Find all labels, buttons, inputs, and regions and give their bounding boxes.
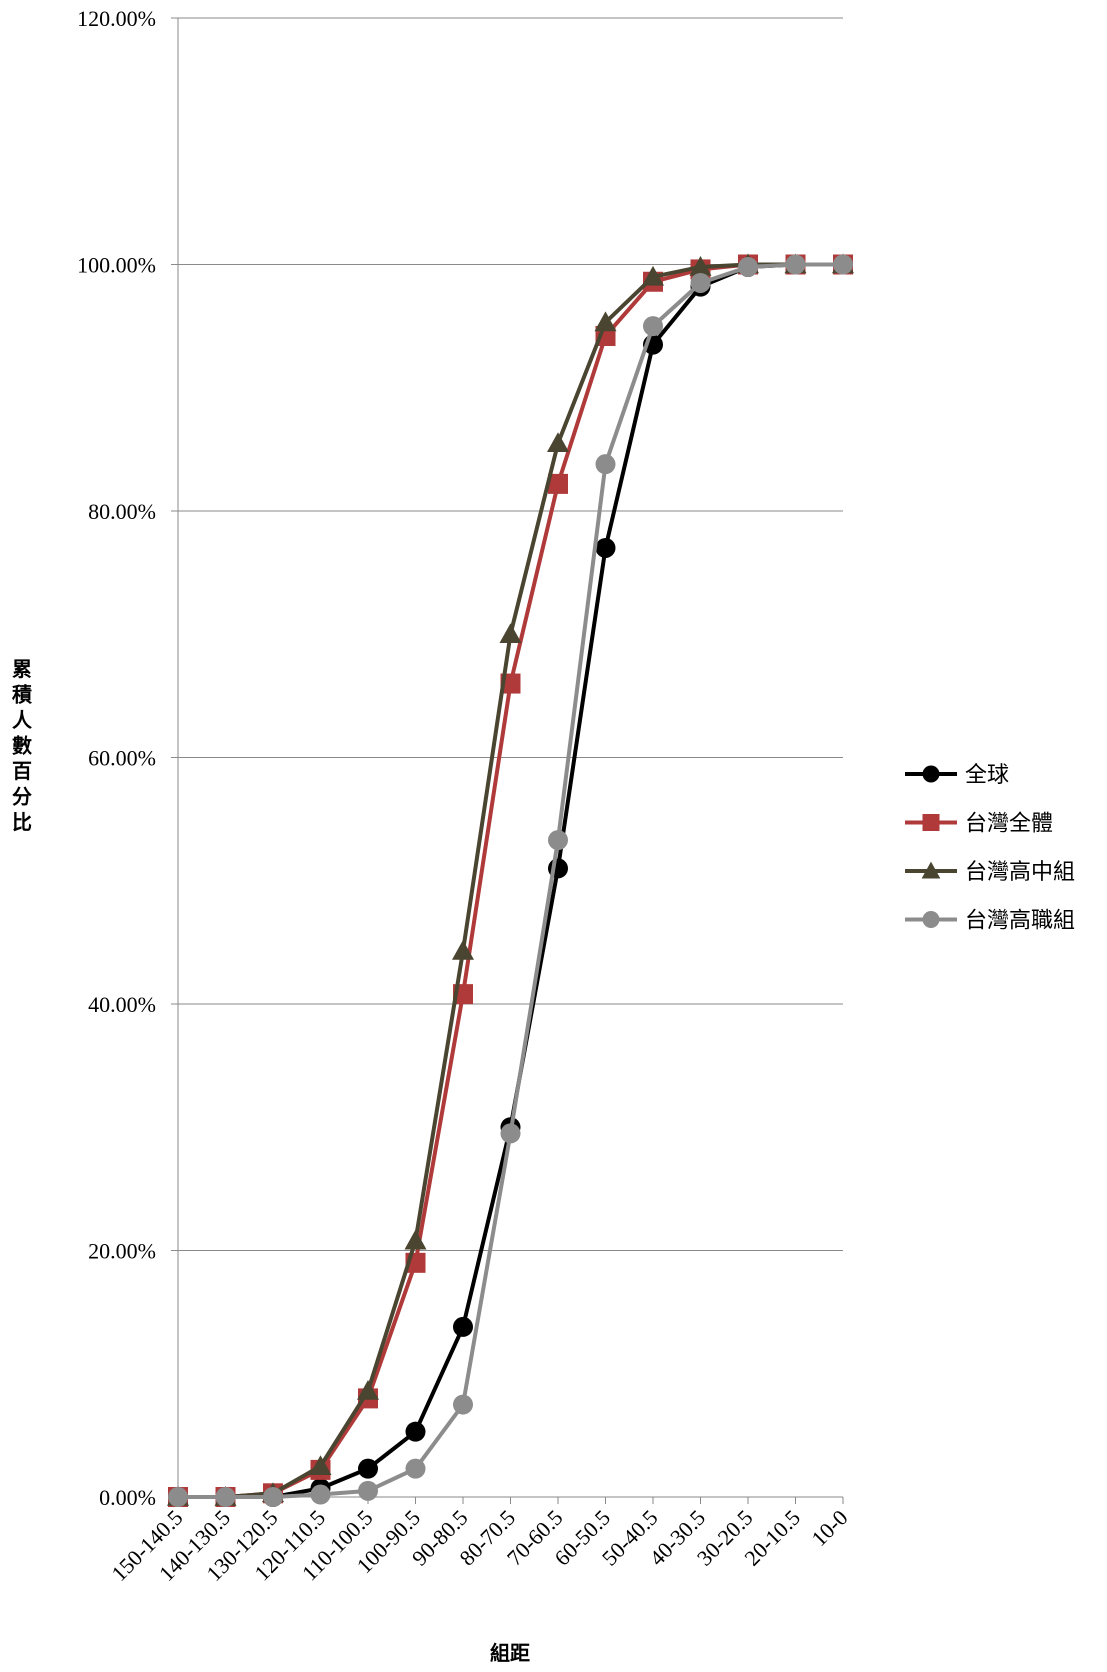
y-tick-label: 0.00% xyxy=(99,1485,156,1510)
data-point xyxy=(452,940,474,960)
y-tick-label: 120.00% xyxy=(77,6,156,31)
legend-item: 台灣全體 xyxy=(905,812,1053,837)
legend-label: 台灣高職組 xyxy=(965,909,1075,934)
data-point xyxy=(358,1458,378,1479)
data-point xyxy=(168,1487,188,1507)
data-point xyxy=(689,255,712,276)
data-point xyxy=(358,1480,378,1501)
data-point xyxy=(548,473,568,494)
x-tick-label: 10-0 xyxy=(806,1505,852,1551)
series-line xyxy=(178,262,843,1499)
legend-item: 台灣高職組 xyxy=(905,909,1075,934)
y-tick-label: 20.00% xyxy=(88,1239,156,1264)
y-axis-title-char: 數 xyxy=(12,734,32,758)
y-tick-label: 80.00% xyxy=(88,499,156,524)
legend-item: 台灣高中組 xyxy=(905,860,1075,885)
series-group xyxy=(167,253,854,1506)
data-point xyxy=(309,1455,332,1475)
data-point xyxy=(738,256,758,277)
data-point xyxy=(643,316,663,337)
y-tick-label: 100.00% xyxy=(77,253,156,278)
y-axis-title: 累積人數百分比 xyxy=(12,657,33,834)
data-point xyxy=(595,454,616,475)
y-tick-label: 40.00% xyxy=(88,992,156,1017)
data-point xyxy=(453,1316,473,1337)
data-point xyxy=(263,1487,283,1507)
data-point xyxy=(405,1421,426,1442)
y-axis-tick-labels: 0.00% 20.00% 40.00% 60.00% 80.00% 100.00% 120.… xyxy=(77,6,156,1510)
data-point xyxy=(404,1229,427,1250)
data-point xyxy=(547,432,569,453)
data-point xyxy=(310,1484,331,1505)
gridlines xyxy=(178,17,843,1251)
x-axis-title: 組距 xyxy=(490,1641,530,1665)
y-axis-title-char: 比 xyxy=(12,810,32,834)
y-axis-title-char: 百 xyxy=(12,759,32,783)
y-tick-label: 60.00% xyxy=(88,746,156,771)
data-point xyxy=(785,254,806,275)
series-line xyxy=(178,262,843,1499)
axes xyxy=(171,17,844,1504)
legend-label: 全球 xyxy=(965,763,1009,788)
y-axis-title-char: 分 xyxy=(12,785,32,809)
data-point xyxy=(595,537,616,558)
data-point xyxy=(499,623,522,644)
legend-label: 台灣高中組 xyxy=(965,860,1075,885)
legend-item: 全球 xyxy=(905,763,1009,788)
data-point xyxy=(833,254,853,275)
data-point xyxy=(548,830,568,851)
series-group xyxy=(168,254,853,1507)
data-series xyxy=(167,253,854,1507)
series-line xyxy=(178,262,843,1499)
data-point xyxy=(500,1123,521,1144)
y-axis-title-char: 人 xyxy=(12,708,33,732)
y-axis-title-char: 累 xyxy=(12,657,32,681)
data-point xyxy=(453,1394,473,1415)
series-group xyxy=(168,254,853,1507)
data-point xyxy=(405,1458,426,1479)
data-point xyxy=(594,311,617,332)
data-point xyxy=(922,911,940,928)
data-point xyxy=(690,272,711,293)
series-line xyxy=(178,262,843,1499)
data-point xyxy=(357,1380,379,1400)
legend-label: 台灣全體 xyxy=(965,812,1053,837)
data-point xyxy=(921,861,941,879)
data-point xyxy=(922,765,940,783)
data-point xyxy=(922,814,940,831)
data-point xyxy=(215,1487,236,1507)
x-axis-tick-labels: 150-140.5140-130.5130-120.5120-110.5110-… xyxy=(106,1505,852,1586)
data-point xyxy=(642,265,664,286)
series-group xyxy=(168,254,853,1507)
y-axis-title-char: 積 xyxy=(12,683,33,707)
